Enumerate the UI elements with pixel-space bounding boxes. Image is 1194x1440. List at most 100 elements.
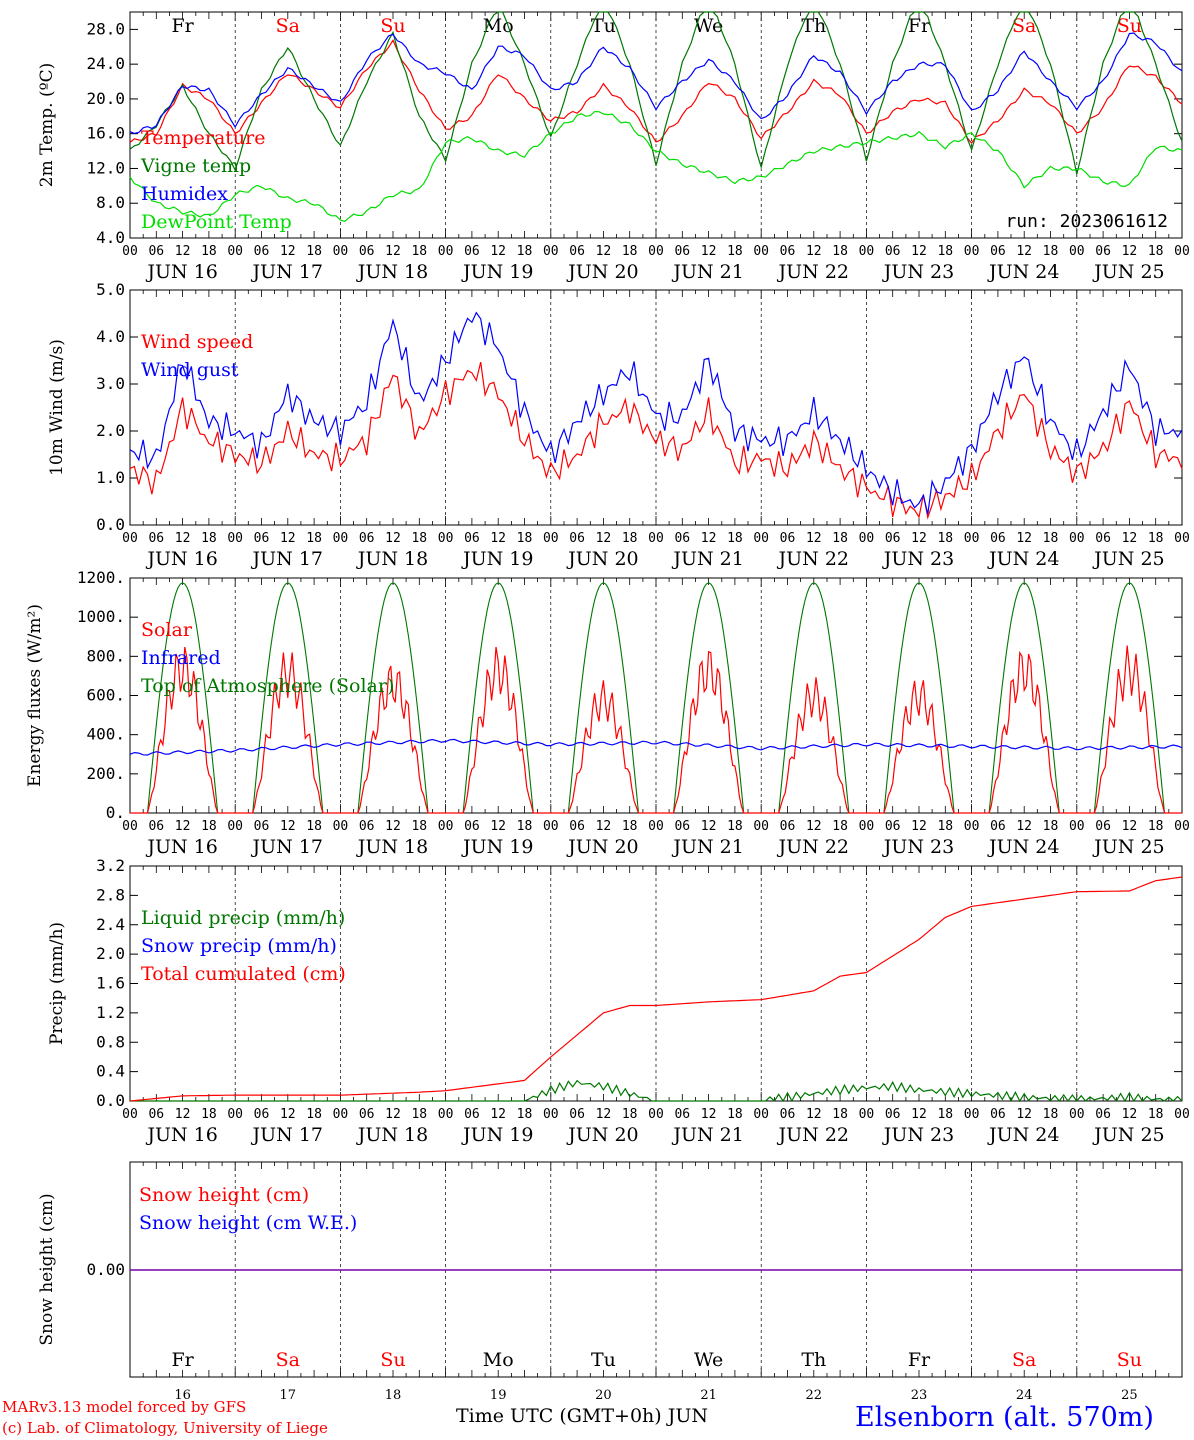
station-name: Elsenborn (alt. 570m) xyxy=(855,1402,1154,1433)
hour-tick-label: 12 xyxy=(175,1107,191,1122)
series-line-total-cumulated-cm- xyxy=(129,876,1183,1102)
time-ticks xyxy=(129,290,1183,525)
y-tick-label: 2.0 xyxy=(96,421,125,440)
hour-tick-label: 18 xyxy=(937,1107,953,1122)
hour-tick-label: 06 xyxy=(885,244,901,259)
date-label: JUN 25 xyxy=(1092,836,1164,858)
date-label: JUN 21 xyxy=(671,1124,743,1146)
date-label: JUN 21 xyxy=(671,836,743,858)
day-number-label: 22 xyxy=(806,1388,823,1403)
hour-tick-label: 06 xyxy=(674,531,690,546)
date-label: JUN 22 xyxy=(777,836,849,858)
hour-tick-label: 12 xyxy=(806,244,822,259)
hour-tick-label: 06 xyxy=(254,1107,270,1122)
hour-tick-label: 00 xyxy=(648,1107,664,1122)
legend-entry: Total cumulated (cm) xyxy=(141,963,346,985)
hour-tick-label: 00 xyxy=(964,819,980,834)
hour-tick-label: 12 xyxy=(280,244,296,259)
hour-tick-label: 18 xyxy=(201,819,217,834)
hour-tick-label: 00 xyxy=(1069,1107,1085,1122)
series-line-vigne-temp xyxy=(129,11,1183,175)
hour-tick-label: 06 xyxy=(674,819,690,834)
hour-tick-label: 12 xyxy=(280,1107,296,1122)
hour-tick-label: 18 xyxy=(517,244,533,259)
y-axis-label: Precip (mm/h) xyxy=(47,922,67,1045)
hour-tick-label: 00 xyxy=(543,531,559,546)
hour-tick-label: 12 xyxy=(911,244,927,259)
hour-tick-label: 12 xyxy=(596,1107,612,1122)
date-label: JUN 19 xyxy=(461,1124,533,1146)
hour-tick-label: 06 xyxy=(885,1107,901,1122)
legend-entry: Liquid precip (mm/h) xyxy=(141,907,345,929)
hour-tick-label: 12 xyxy=(806,531,822,546)
hour-tick-label: 06 xyxy=(148,244,164,259)
hour-tick-label: 12 xyxy=(911,1107,927,1122)
hour-tick-label: 06 xyxy=(569,244,585,259)
date-label: JUN 22 xyxy=(777,548,849,570)
hour-tick-label: 18 xyxy=(1043,819,1059,834)
hour-tick-label: 18 xyxy=(517,1107,533,1122)
hour-tick-label: 12 xyxy=(701,244,717,259)
hour-tick-label: 06 xyxy=(780,244,796,259)
series-line-infrared xyxy=(129,738,1183,756)
hour-tick-label: 18 xyxy=(832,244,848,259)
hour-tick-label: 00 xyxy=(859,819,875,834)
hour-tick-label: 06 xyxy=(780,531,796,546)
day-name-label: Th xyxy=(801,15,826,37)
panel-wind: 0.0 1.0 2.0 3.0 4.0 5.0 10m Wind (m/s) 00 06 12 18… xyxy=(47,280,1190,570)
date-label: JUN 25 xyxy=(1092,261,1164,283)
hour-tick-label: 18 xyxy=(411,244,427,259)
panel-temperature: 4.0 8.0 12.0 16.0 20.0 24.0 28.0 2m Temp. (ºC) 0… xyxy=(37,11,1190,283)
hour-tick-label: 06 xyxy=(148,531,164,546)
hour-tick-label: 06 xyxy=(254,819,270,834)
hour-tick-label: 00 xyxy=(122,244,138,259)
y-tick-label: 600. xyxy=(86,686,125,705)
hour-tick-label: 00 xyxy=(859,531,875,546)
date-label: JUN 18 xyxy=(356,1124,428,1146)
date-label: JUN 17 xyxy=(251,261,323,283)
time-ticks xyxy=(129,12,1183,238)
y-tick-label: 0.00 xyxy=(86,1260,125,1279)
hour-tick-label: 18 xyxy=(727,819,743,834)
y-tick-label: 2.0 xyxy=(96,944,125,963)
day-name-label: Su xyxy=(380,1349,405,1371)
hour-tick-label: 00 xyxy=(333,531,349,546)
hour-tick-label: 18 xyxy=(201,1107,217,1122)
y-tick-label: 4.0 xyxy=(96,228,125,247)
hour-tick-label: 12 xyxy=(911,819,927,834)
y-axis-label: 10m Wind (m/s) xyxy=(47,339,67,476)
legend-entry: DewPoint Temp xyxy=(141,211,292,233)
day-name-label: We xyxy=(694,1349,723,1371)
series-line-liquid-precip-mm-h- xyxy=(130,1079,1183,1103)
hour-tick-label: 06 xyxy=(359,531,375,546)
time-ticks xyxy=(129,1162,1183,1377)
y-tick-label: 20.0 xyxy=(86,89,125,108)
legend-entry: Wind speed xyxy=(141,331,253,353)
date-label: JUN 24 xyxy=(987,548,1059,570)
hour-tick-label: 06 xyxy=(780,1107,796,1122)
hour-tick-label: 12 xyxy=(596,819,612,834)
y-tick-label: 4.0 xyxy=(96,327,125,346)
date-label: JUN 25 xyxy=(1092,1124,1164,1146)
y-tick-label: 5.0 xyxy=(96,280,125,299)
day-number-label: 19 xyxy=(490,1388,507,1403)
day-number-label: 17 xyxy=(280,1388,297,1403)
hour-tick-label: 12 xyxy=(1122,819,1138,834)
hour-tick-label: 18 xyxy=(622,531,638,546)
hour-tick-label: 12 xyxy=(175,819,191,834)
hour-tick-label: 12 xyxy=(490,531,506,546)
hour-tick-label: 12 xyxy=(490,1107,506,1122)
hour-tick-label: 00 xyxy=(438,531,454,546)
hour-tick-label: 12 xyxy=(280,819,296,834)
day-name-label: Tu xyxy=(591,1349,616,1371)
hour-tick-label: 00 xyxy=(859,244,875,259)
hour-tick-label: 00 xyxy=(333,244,349,259)
hour-tick-label: 00 xyxy=(227,244,243,259)
y-tick-label: 800. xyxy=(86,646,125,665)
day-name-label: Fr xyxy=(171,1349,194,1371)
y-axis-label: 2m Temp. (ºC) xyxy=(37,63,57,188)
legend-entry: Solar xyxy=(141,619,193,641)
y-tick-label: 2.8 xyxy=(96,885,125,904)
date-label: JUN 23 xyxy=(882,1124,954,1146)
